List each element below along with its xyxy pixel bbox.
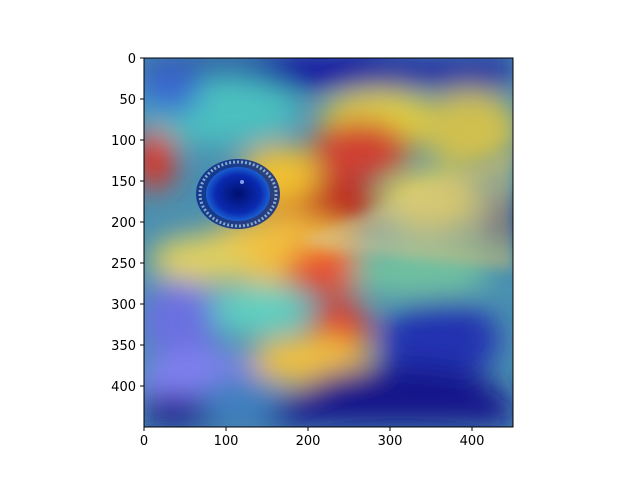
x-tick-label: 200 bbox=[296, 434, 321, 449]
y-tick-label: 100 bbox=[111, 134, 136, 149]
y-tick-label: 150 bbox=[111, 175, 136, 190]
y-tick-label: 0 bbox=[128, 52, 136, 67]
x-tick-label: 300 bbox=[378, 434, 403, 449]
y-tick-label: 350 bbox=[111, 339, 136, 354]
x-tick-label: 0 bbox=[140, 434, 148, 449]
y-tick-label: 400 bbox=[111, 380, 136, 395]
x-tick-label: 400 bbox=[460, 434, 485, 449]
y-tick-label: 200 bbox=[111, 216, 136, 231]
x-tick-label: 100 bbox=[214, 434, 239, 449]
eye-region bbox=[196, 159, 280, 229]
heatmap-image bbox=[144, 58, 513, 427]
y-tick-label: 300 bbox=[111, 298, 136, 313]
y-tick-label: 250 bbox=[111, 257, 136, 272]
y-axis: 0 50 100 150 200 250 300 350 400 bbox=[111, 52, 144, 395]
y-tick-label: 50 bbox=[119, 93, 136, 108]
axes-frame bbox=[143, 57, 514, 428]
x-axis: 0 100 200 300 400 bbox=[140, 427, 485, 449]
